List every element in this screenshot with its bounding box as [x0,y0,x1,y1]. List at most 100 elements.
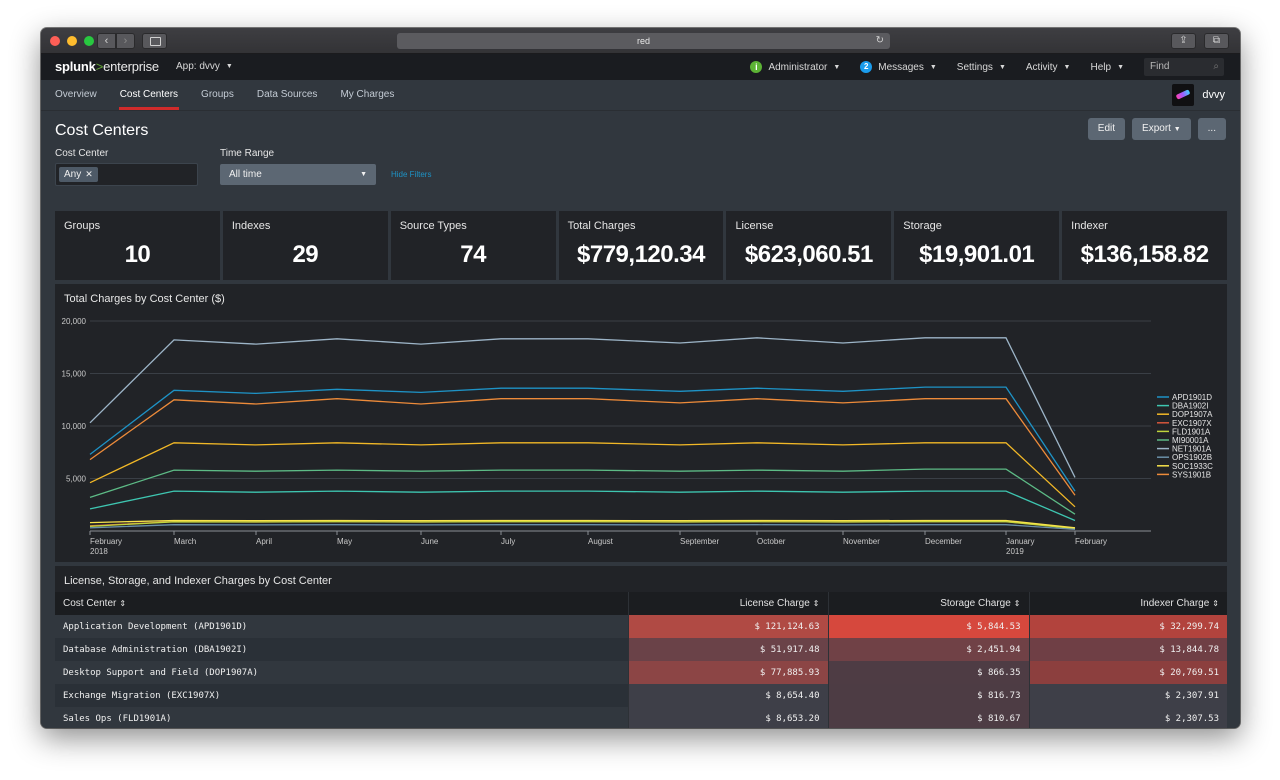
legend-label: OPS1902B [1172,453,1212,462]
legend-label: EXC1907X [1172,419,1212,428]
indexer-charge-cell: $ 2,307.53 [1029,707,1227,728]
indexer-charge-cell: $ 20,769.51 [1029,661,1227,684]
back-icon[interactable]: ‹ [97,33,116,49]
administrator-menu[interactable]: i Administrator ▼ [750,61,840,73]
app-logo-icon [1172,84,1194,106]
search-icon: ⌕ [1213,61,1219,72]
column-header-indexer[interactable]: Indexer Charge ⇕ [1029,592,1227,615]
tab-data-sources[interactable]: Data Sources [256,89,318,100]
legend-label: FLD1901A [1172,427,1211,436]
single-value-title: Total Charges [567,220,636,232]
settings-label: Settings [956,61,993,73]
chart-title: Total Charges by Cost Center ($) [64,293,225,305]
selected-chip: Any ✕ [59,167,98,182]
tab-groups[interactable]: Groups [201,89,234,100]
indexer-charge-cell: $ 2,307.91 [1029,684,1227,707]
single-value-title: Indexer [1071,220,1108,232]
single-value-number: $136,158.82 [1080,241,1209,268]
license-charge-cell: $ 77,885.93 [628,661,829,684]
close-window-button[interactable] [50,36,60,46]
app-menu[interactable]: App: dvvy ▼ [176,61,233,72]
table-row[interactable]: Application Development (APD1901D) $ 121,… [55,615,1227,638]
column-label: Cost Center [63,598,117,609]
license-charge-cell: $ 51,917.48 [628,638,829,661]
tab-cost-centers[interactable]: Cost Centers [118,80,180,111]
legend-label: DBA1902I [1172,402,1208,411]
splunk-bar: splunk>enterprise App: dvvy ▼ i Administ… [41,54,1240,80]
find-input[interactable]: Find ⌕ [1144,58,1224,76]
single-value-indexes[interactable]: Indexes 29 [222,211,388,280]
single-value-total-charges[interactable]: Total Charges $779,120.34 [558,211,724,280]
single-value-number: $623,060.51 [744,241,873,268]
single-value-groups[interactable]: Groups 10 [55,211,220,280]
caret-down-icon: ▼ [998,63,1006,71]
indexer-charge-cell: $ 13,844.78 [1029,638,1227,661]
single-value-source-types[interactable]: Source Types 74 [390,211,556,280]
minimize-window-button[interactable] [67,36,77,46]
hide-filters-link[interactable]: Hide Filters [391,170,432,179]
series-line-mi90001a [89,468,1076,515]
series-line-sys1901b [89,398,1076,496]
cost-center-cell: Exchange Migration (EXC1907X) [55,684,629,707]
caret-down-icon: ▼ [1173,126,1181,133]
zoom-window-button[interactable] [84,36,94,46]
series-line-apd1901d [89,386,1076,492]
time-range-dropdown[interactable]: All time ▼ [220,164,376,185]
table-row[interactable]: Database Administration (DBA1902I) $ 51,9… [55,638,1227,661]
remove-chip-icon[interactable]: ✕ [85,169,93,179]
single-value-indexer[interactable]: Indexer $136,158.82 [1062,211,1228,280]
single-value-storage[interactable]: Storage $19,901.01 [894,211,1060,280]
tabs-overview-icon[interactable]: ⧉ [1204,33,1229,49]
tab-my-charges[interactable]: My Charges [340,89,395,100]
cost-center-cell: Application Development (APD1901D) [55,615,629,638]
share-icon[interactable]: ⇪ [1171,33,1196,49]
messages-label: Messages [878,61,924,73]
caret-down-icon: ▼ [360,171,367,178]
cost-center-cell: Sales Ops (FLD1901A) [55,707,629,728]
table-body: Application Development (APD1901D) $ 121,… [55,615,1227,728]
logo-main: splunk [55,59,96,74]
dashboard-actions: Edit Export ▼ ... [1087,118,1226,140]
chip-label: Any [64,169,82,180]
table-panel: License, Storage, and Indexer Charges by… [55,566,1227,728]
caret-down-icon: ▼ [1063,63,1071,71]
x-tick-label: December [925,537,962,546]
export-button[interactable]: Export ▼ [1132,118,1191,140]
edit-button[interactable]: Edit [1087,118,1126,140]
series-line-soc1933c [89,519,1076,529]
history-buttons: ‹ › [97,33,135,49]
reload-icon[interactable]: ↻ [875,35,884,46]
series-line-dop1907a [89,442,1076,508]
cost-center-multiselect[interactable]: Any ✕ [55,163,198,186]
column-header-cost-center[interactable]: Cost Center ⇕ [55,592,629,615]
splunk-logo[interactable]: splunk>enterprise [55,59,159,74]
app-nav-tabs: Overview Cost Centers Groups Data Sources My… [55,80,394,111]
x-tick-label: April [256,537,272,546]
single-value-number: $779,120.34 [577,241,705,268]
settings-menu[interactable]: Settings ▼ [957,62,1006,73]
forward-icon[interactable]: › [116,33,135,49]
single-value-title: Groups [64,220,101,232]
single-value-number: 74 [460,241,486,268]
table-row[interactable]: Desktop Support and Field (DOP1907A) $ 77… [55,661,1227,684]
column-header-license[interactable]: License Charge ⇕ [628,592,829,615]
browser-toolbar: ‹ › red ↻ ⇪ ⧉ [41,28,1240,54]
column-header-storage[interactable]: Storage Charge ⇕ [828,592,1030,615]
table-row[interactable]: Exchange Migration (EXC1907X) $ 8,654.40 $… [55,684,1227,707]
help-menu[interactable]: Help ▼ [1090,62,1124,73]
single-value-license[interactable]: License $623,060.51 [726,211,892,280]
messages-menu[interactable]: 2 Messages ▼ [860,61,937,73]
tab-overview[interactable]: Overview [55,89,97,100]
line-chart: 20,000 15,000 10,000 5,000 February 2018 March… [62,317,1214,556]
sidebar-toggle-icon[interactable] [142,33,167,49]
series-line-dba1902i [89,490,1076,522]
column-label: Storage Charge [940,598,1011,609]
chart-panel: 20,000 15,000 10,000 5,000 February 2018 March… [55,284,1227,562]
table-row[interactable]: Sales Ops (FLD1901A) $ 8,653.20 $ 810.67 $ … [55,707,1227,728]
table-title: License, Storage, and Indexer Charges by… [64,575,332,587]
address-bar[interactable]: red ↻ [397,33,890,49]
activity-menu[interactable]: Activity ▼ [1026,62,1071,73]
indexer-charge-cell: $ 32,299.74 [1029,615,1227,638]
more-actions-button[interactable]: ... [1197,118,1226,140]
sort-icon: ⇕ [812,599,820,608]
